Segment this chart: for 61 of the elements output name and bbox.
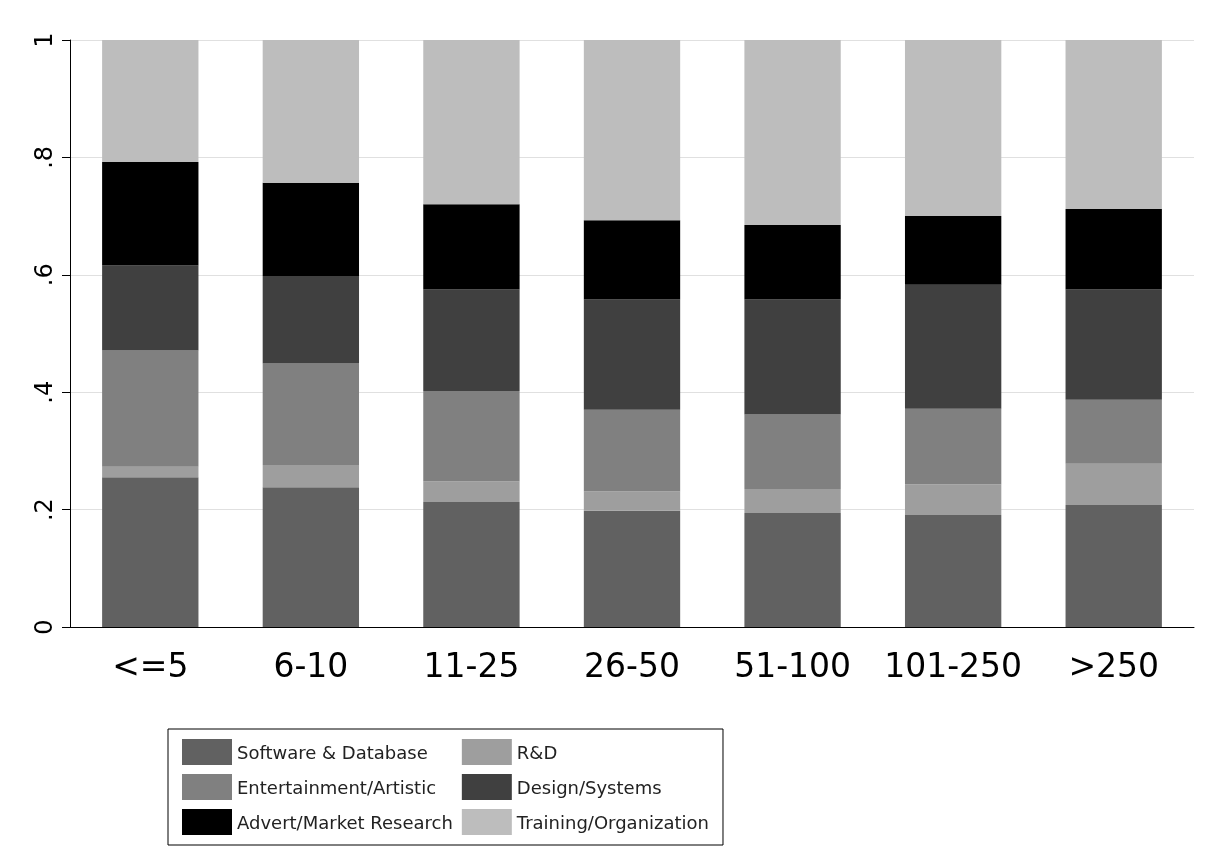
x-tick-label: 51-100: [734, 646, 852, 685]
bar: [1065, 463, 1162, 505]
y-tick-label: .6: [30, 263, 58, 287]
bar: [262, 487, 360, 627]
bar: [1065, 399, 1162, 464]
bar: [423, 40, 520, 205]
bar: [262, 40, 360, 183]
bar: [423, 481, 520, 502]
bar: [583, 40, 681, 221]
bar: [102, 162, 199, 266]
bar: [102, 477, 199, 627]
bar: [1065, 289, 1162, 400]
bar: [904, 484, 1002, 515]
bar: [1065, 209, 1162, 290]
bar: [583, 510, 681, 627]
bar: [744, 299, 841, 415]
bar: [262, 464, 360, 488]
x-tick-label: <=5: [112, 646, 189, 685]
bar: [1065, 40, 1162, 210]
bar: [904, 216, 1002, 285]
bar: [1065, 504, 1162, 627]
bar: [102, 265, 199, 351]
bar: [583, 491, 681, 511]
bar: [583, 299, 681, 410]
x-tick-label: 11-25: [423, 646, 520, 685]
bar: [904, 408, 1002, 485]
bar: [102, 40, 199, 163]
y-tick-label: 0: [30, 619, 58, 635]
bar: [262, 275, 360, 364]
bar: [744, 414, 841, 490]
y-tick-label: .2: [30, 498, 58, 522]
legend-label: Software & Database: [237, 741, 428, 763]
bar: [102, 466, 199, 478]
bar: [423, 501, 520, 627]
bar: [744, 513, 841, 627]
x-tick-label: 6-10: [273, 646, 349, 685]
legend-label: Training/Organization: [515, 811, 709, 833]
x-tick-label: >250: [1068, 646, 1160, 685]
bar: [423, 289, 520, 392]
bar: [102, 350, 199, 467]
y-tick-label: .4: [30, 380, 58, 404]
bar: [583, 220, 681, 300]
bar: [423, 204, 520, 290]
bar: [583, 409, 681, 492]
bar: [744, 489, 841, 514]
bar: [744, 224, 841, 300]
x-tick-label: 26-50: [584, 646, 680, 685]
x-tick-label: 101-250: [884, 646, 1023, 685]
y-tick-label: 1: [30, 32, 58, 48]
bar: [262, 182, 360, 276]
bar: [904, 514, 1002, 627]
legend-label: R&D: [516, 741, 558, 763]
legend-label: Entertainment/Artistic: [237, 776, 437, 798]
bar: [744, 40, 841, 225]
bar: [423, 391, 520, 482]
y-tick-label: .8: [30, 145, 58, 169]
legend-label: Design/Systems: [516, 776, 662, 798]
bar: [262, 363, 360, 465]
bar: [904, 40, 1002, 217]
legend-label: Advert/Market Research: [237, 811, 453, 833]
bar: [904, 284, 1002, 409]
